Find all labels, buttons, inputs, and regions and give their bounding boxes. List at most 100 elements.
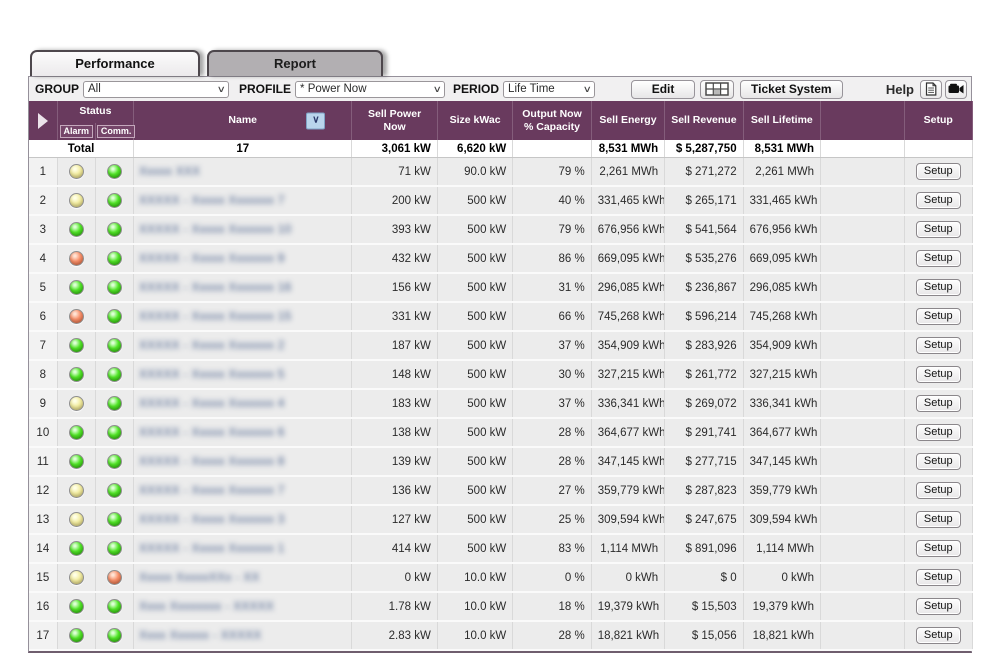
sell-power-cell: 156 kW	[351, 273, 438, 304]
setup-cell: Setup	[904, 476, 974, 507]
setup-button[interactable]: Setup	[915, 482, 961, 500]
alarm-status-cell	[57, 215, 96, 246]
sell-energy-cell: 18,821 kWh	[591, 621, 666, 652]
row-number: 16	[29, 592, 58, 623]
alarm-status-led-yellow	[68, 483, 84, 499]
setup-cell: Setup	[904, 302, 974, 333]
main-panel: GROUP All ∨ PROFILE * Power Now ∨ PERIOD…	[28, 76, 974, 654]
expand-column-header[interactable]	[29, 101, 58, 141]
sell-revenue-cell: $ 15,503	[664, 592, 744, 623]
setup-button[interactable]: Setup	[915, 598, 961, 616]
sell-lifetime-cell: 2,261 MWh	[743, 157, 822, 188]
sell-lifetime-cell: 18,821 kWh	[743, 621, 822, 652]
site-name-link[interactable]: XXXXX - Xxxxx Xxxxxxx 9	[139, 252, 285, 265]
size-cell: 500 kW	[437, 186, 514, 217]
blank-cell	[820, 592, 905, 623]
profile-select[interactable]: * Power Now ∨	[295, 80, 446, 98]
site-name-link[interactable]: XXXXX - Xxxxx Xxxxxxx 7	[139, 484, 285, 497]
name-sort-dropdown[interactable]: ∨	[306, 112, 326, 130]
comm-status-led-green	[106, 164, 122, 180]
setup-button[interactable]: Setup	[915, 250, 961, 268]
site-name-link[interactable]: XXXXX - Xxxxx Xxxxxxx 6	[139, 426, 285, 439]
name-cell: XXXXX - Xxxxx Xxxxxxx 4	[133, 389, 353, 420]
setup-button[interactable]: Setup	[915, 511, 961, 529]
size-cell: 500 kW	[437, 215, 514, 246]
table-row: 1 Xxxxx XXX 71 kW 90.0 kW 79 % 2,261 MWh $ 271…	[29, 157, 974, 188]
setup-button[interactable]: Setup	[915, 366, 961, 384]
site-name-link[interactable]: XXXXX - Xxxxx Xxxxxxx 3	[139, 513, 285, 526]
table-body: 1 Xxxxx XXX 71 kW 90.0 kW 79 % 2,261 MWh $ 271…	[29, 157, 974, 652]
alarm-status-led-yellow	[68, 193, 84, 209]
output-pct-cell: 28 %	[512, 447, 592, 478]
site-name-link[interactable]: XXXXX - Xxxxx Xxxxxxx 4	[139, 397, 285, 410]
setup-button[interactable]: Setup	[915, 308, 961, 326]
site-name-link[interactable]: XXXXX - Xxxxx Xxxxxxx 7	[139, 194, 285, 207]
sell-energy-cell: 745,268 kWh	[591, 302, 666, 333]
ticket-system-button[interactable]: Ticket System	[740, 79, 843, 99]
setup-cell: Setup	[904, 505, 974, 536]
site-name-link[interactable]: XXXXX - Xxxxx Xxxxxxx 1	[139, 542, 285, 555]
site-name-link[interactable]: Xxxx Xxxxxx - XXXXX	[139, 629, 262, 642]
period-select[interactable]: Life Time ∨	[503, 80, 596, 98]
output-column-header: Output Now % Capacity	[512, 101, 592, 141]
period-select-value: Life Time	[508, 83, 555, 95]
sell-power-cell: 331 kW	[351, 302, 438, 333]
alarm-status-led-orange	[68, 309, 84, 325]
sell-lifetime-cell: 0 kWh	[743, 563, 822, 594]
tab-report[interactable]: Report	[207, 50, 383, 76]
blank-cell	[820, 447, 905, 478]
alarm-status-cell	[57, 476, 96, 507]
site-name-link[interactable]: XXXXX - Xxxxx Xxxxxxx 5	[139, 368, 285, 381]
comm-status-cell	[95, 418, 135, 449]
sell-energy-column-header: Sell Energy	[591, 101, 666, 141]
alarm-subcolumn-header: Alarm	[57, 122, 96, 141]
site-name-link[interactable]: Xxxxx XXX	[139, 165, 201, 178]
setup-button[interactable]: Setup	[915, 221, 961, 239]
setup-button[interactable]: Setup	[915, 163, 961, 181]
total-row: Total 17 3,061 kW 6,620 kW 8,531 MWh $ 5…	[29, 140, 974, 159]
setup-button[interactable]: Setup	[915, 627, 961, 645]
alarm-status-led-green	[68, 222, 84, 238]
site-name-link[interactable]: Xxxx Xxxxxxxx - XXXXX	[139, 600, 275, 613]
site-name-link[interactable]: Xxxxx XxxxxXXx - XX	[139, 571, 260, 584]
edit-button[interactable]: Edit	[631, 79, 696, 99]
comm-status-led-green	[106, 628, 122, 644]
sell-revenue-cell: $ 891,096	[664, 534, 744, 565]
alarm-status-cell	[57, 360, 96, 391]
output-pct-cell: 28 %	[512, 621, 592, 652]
table-row: 9 XXXXX - Xxxxx Xxxxxxx 4 183 kW 500 kW 37 %…	[29, 389, 974, 420]
setup-button[interactable]: Setup	[915, 540, 961, 558]
setup-button[interactable]: Setup	[915, 337, 961, 355]
site-name-link[interactable]: XXXXX - Xxxxx Xxxxxxx 16	[139, 281, 292, 294]
setup-button[interactable]: Setup	[915, 395, 961, 413]
setup-button[interactable]: Setup	[915, 279, 961, 297]
site-name-link[interactable]: XXXXX - Xxxxx Xxxxxxx 8	[139, 455, 285, 468]
setup-button[interactable]: Setup	[915, 569, 961, 587]
setup-button[interactable]: Setup	[915, 424, 961, 442]
site-name-link[interactable]: XXXXX - Xxxxx Xxxxxxx 15	[139, 310, 292, 323]
output-pct-cell: 25 %	[512, 505, 592, 536]
help-video-button[interactable]	[945, 79, 967, 99]
tab-performance[interactable]: Performance	[30, 50, 200, 76]
setup-button[interactable]: Setup	[915, 453, 961, 471]
sell-lifetime-cell: 364,677 kWh	[743, 418, 822, 449]
alarm-status-cell	[57, 534, 96, 565]
row-number: 12	[29, 476, 58, 507]
sell-power-cell: 414 kW	[351, 534, 438, 565]
setup-cell: Setup	[904, 360, 974, 391]
total-label: Total	[29, 140, 135, 159]
name-cell: XXXXX - Xxxxx Xxxxxxx 2	[133, 331, 353, 362]
row-number: 15	[29, 563, 58, 594]
group-select[interactable]: All ∨	[83, 80, 230, 98]
table-row: 17 Xxxx Xxxxxx - XXXXX 2.83 kW 10.0 kW 28 % 1…	[29, 621, 974, 652]
blank-cell	[820, 244, 905, 275]
site-name-link[interactable]: XXXXX - Xxxxx Xxxxxxx 2	[139, 339, 285, 352]
alarm-status-led-green	[68, 425, 84, 441]
setup-button[interactable]: Setup	[915, 192, 961, 210]
setup-cell: Setup	[904, 157, 974, 188]
grid-view-button[interactable]	[700, 79, 735, 99]
setup-cell: Setup	[904, 534, 974, 565]
alarm-status-cell	[57, 244, 96, 275]
site-name-link[interactable]: XXXXX - Xxxxx Xxxxxxx 10	[139, 223, 292, 236]
help-document-button[interactable]	[920, 79, 942, 99]
